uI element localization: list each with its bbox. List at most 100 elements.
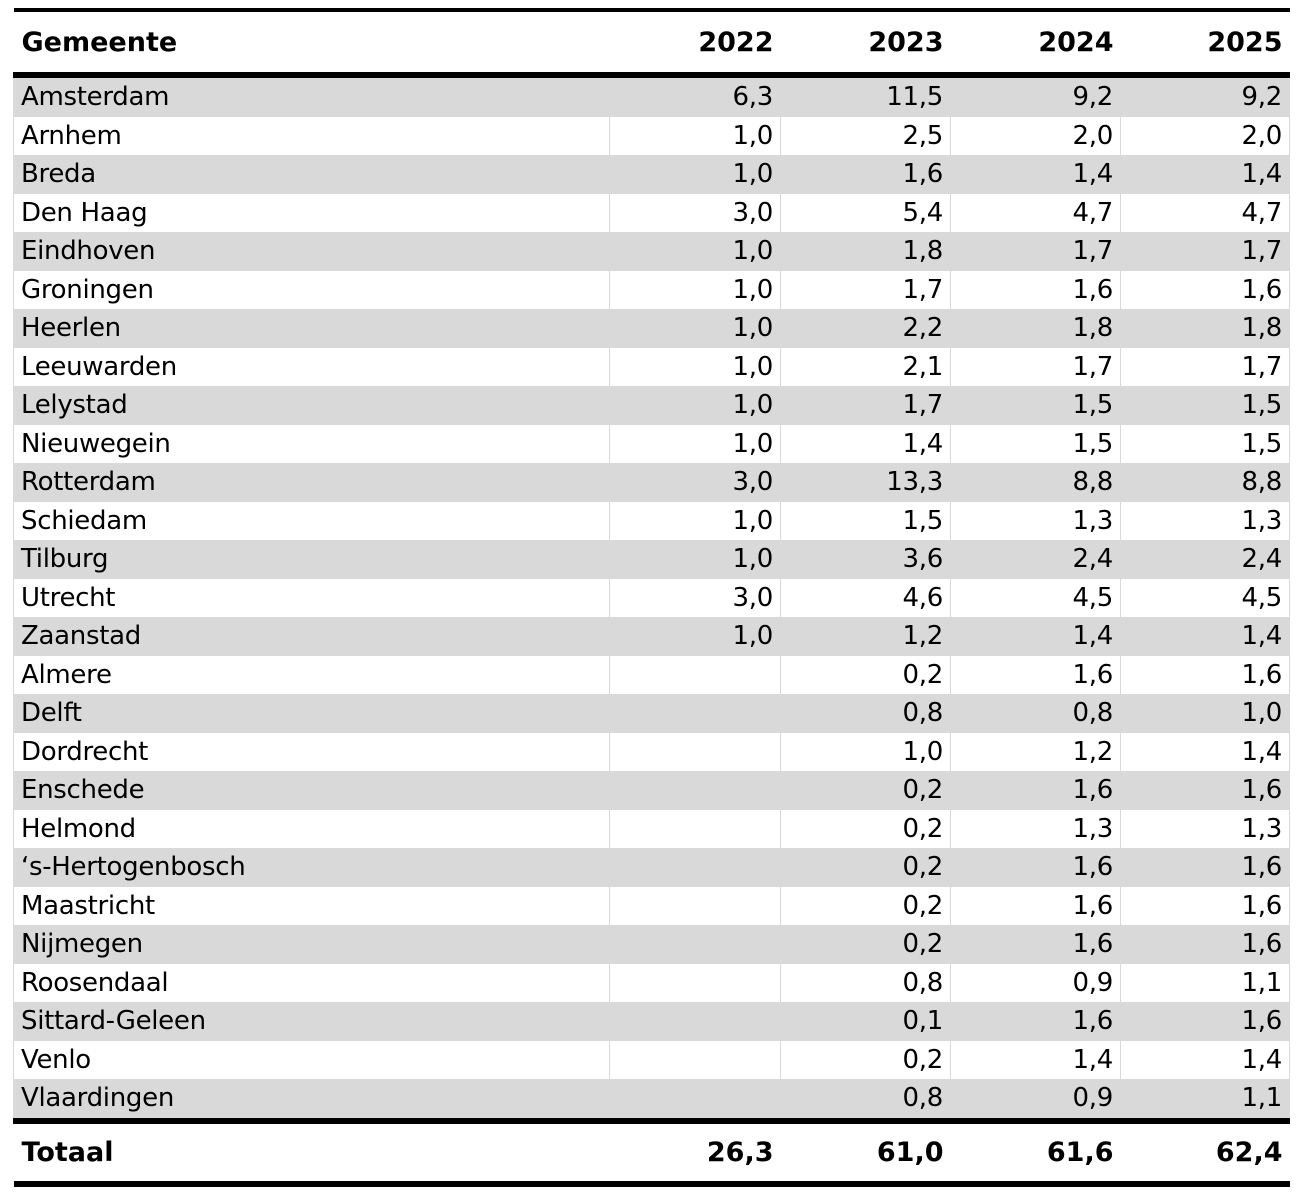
gemeente-cell: Nijmegen (13, 925, 610, 964)
value-cell: 1,0 (609, 386, 781, 425)
gemeente-cell: Schiedam (13, 501, 610, 540)
table-row: Enschede 0,2 1,6 1,6 (13, 771, 1290, 810)
value-cell: 1,4 (950, 155, 1121, 194)
value-cell: 1,6 (1120, 848, 1290, 887)
value-cell: 1,7 (780, 386, 951, 425)
value-cell (609, 848, 781, 887)
value-cell: 1,0 (609, 270, 781, 309)
header-row: Gemeente 2022 2023 2024 2025 (13, 8, 1290, 78)
table-row: Den Haag 3,0 5,4 4,7 4,7 (13, 193, 1290, 232)
value-cell: 1,2 (950, 732, 1121, 771)
value-cell: 1,4 (1120, 732, 1290, 771)
gemeente-cell: Roosendaal (13, 963, 610, 1002)
value-cell: 0,8 (950, 694, 1121, 733)
value-cell: 0,9 (950, 963, 1121, 1002)
value-cell: 1,6 (1120, 886, 1290, 925)
table-row: Zaanstad 1,0 1,2 1,4 1,4 (13, 617, 1290, 656)
table-row: Helmond 0,2 1,3 1,3 (13, 809, 1290, 848)
table-row: Schiedam 1,0 1,5 1,3 1,3 (13, 501, 1290, 540)
table-row: Rotterdam 3,0 13,3 8,8 8,8 (13, 463, 1290, 502)
value-cell: 1,0 (609, 424, 781, 463)
gemeente-cell: ‘s-Hertogenbosch (13, 848, 610, 887)
gemeente-cell: Tilburg (13, 540, 610, 579)
gemeente-cell: Leeuwarden (13, 347, 610, 386)
total-2025: 62,4 (1120, 1117, 1290, 1187)
value-cell: 1,0 (609, 155, 781, 194)
table-row: Maastricht 0,2 1,6 1,6 (13, 886, 1290, 925)
value-cell: 1,6 (1120, 771, 1290, 810)
table-row: Groningen 1,0 1,7 1,6 1,6 (13, 270, 1290, 309)
value-cell: 0,9 (950, 1079, 1121, 1121)
gemeente-cell: Breda (13, 155, 610, 194)
table-body: Amsterdam 6,3 11,5 9,2 9,2 Arnhem 1,0 2,5 2,0 2,0… (13, 75, 1290, 1121)
value-cell: 1,6 (950, 886, 1121, 925)
value-cell: 1,4 (950, 617, 1121, 656)
value-cell: 1,5 (780, 501, 951, 540)
table-row: Venlo 0,2 1,4 1,4 (13, 1040, 1290, 1079)
table-row: Vlaardingen 0,8 0,9 1,1 (13, 1079, 1290, 1121)
value-cell: 9,2 (1120, 75, 1290, 117)
value-cell: 11,5 (780, 75, 951, 117)
value-cell (609, 1002, 781, 1041)
value-cell: 1,8 (1120, 309, 1290, 348)
value-cell: 1,4 (1120, 1040, 1290, 1079)
value-cell: 4,5 (1120, 578, 1290, 617)
value-cell: 1,6 (780, 155, 951, 194)
gemeente-cell: Almere (13, 655, 610, 694)
value-cell: 1,7 (780, 270, 951, 309)
value-cell: 3,6 (780, 540, 951, 579)
total-2023: 61,0 (780, 1117, 951, 1187)
gemeente-cell: Dordrecht (13, 732, 610, 771)
value-cell: 1,5 (1120, 386, 1290, 425)
value-cell: 1,0 (609, 501, 781, 540)
value-cell: 2,5 (780, 116, 951, 155)
gemeente-table: Gemeente 2022 2023 2024 2025 Amsterdam 6,… (13, 8, 1290, 1187)
header-2025: 2025 (1120, 8, 1290, 78)
value-cell: 1,7 (950, 232, 1121, 271)
table-row: Nieuwegein 1,0 1,4 1,5 1,5 (13, 424, 1290, 463)
gemeente-cell: Vlaardingen (13, 1079, 610, 1121)
table-row: Breda 1,0 1,6 1,4 1,4 (13, 155, 1290, 194)
value-cell: 1,3 (1120, 809, 1290, 848)
table-row: ‘s-Hertogenbosch 0,2 1,6 1,6 (13, 848, 1290, 887)
value-cell: 1,0 (609, 116, 781, 155)
gemeente-cell: Delft (13, 694, 610, 733)
value-cell: 1,3 (950, 809, 1121, 848)
table-row: Almere 0,2 1,6 1,6 (13, 655, 1290, 694)
header-gemeente: Gemeente (13, 8, 610, 78)
value-cell: 1,4 (950, 1040, 1121, 1079)
value-cell: 1,6 (1120, 1002, 1290, 1041)
value-cell: 1,2 (780, 617, 951, 656)
value-cell: 1,3 (950, 501, 1121, 540)
value-cell: 1,5 (1120, 424, 1290, 463)
value-cell: 6,3 (609, 75, 781, 117)
value-cell: 8,8 (950, 463, 1121, 502)
gemeente-cell: Heerlen (13, 309, 610, 348)
value-cell: 0,2 (780, 655, 951, 694)
value-cell: 1,0 (609, 540, 781, 579)
value-cell: 2,4 (950, 540, 1121, 579)
value-cell: 4,7 (950, 193, 1121, 232)
value-cell: 1,0 (1120, 694, 1290, 733)
value-cell: 3,0 (609, 463, 781, 502)
value-cell: 1,6 (950, 848, 1121, 887)
value-cell: 1,0 (609, 347, 781, 386)
value-cell: 1,7 (950, 347, 1121, 386)
value-cell: 1,6 (950, 655, 1121, 694)
value-cell: 4,7 (1120, 193, 1290, 232)
value-cell: 1,4 (1120, 617, 1290, 656)
value-cell: 1,6 (950, 771, 1121, 810)
value-cell (609, 809, 781, 848)
gemeente-cell: Rotterdam (13, 463, 610, 502)
value-cell: 1,8 (950, 309, 1121, 348)
value-cell: 0,8 (780, 694, 951, 733)
value-cell: 1,1 (1120, 963, 1290, 1002)
value-cell: 1,6 (950, 1002, 1121, 1041)
value-cell: 3,0 (609, 193, 781, 232)
table-row: Utrecht 3,0 4,6 4,5 4,5 (13, 578, 1290, 617)
value-cell: 2,4 (1120, 540, 1290, 579)
table-row: Amsterdam 6,3 11,5 9,2 9,2 (13, 75, 1290, 117)
value-cell: 1,7 (1120, 347, 1290, 386)
value-cell: 0,2 (780, 886, 951, 925)
